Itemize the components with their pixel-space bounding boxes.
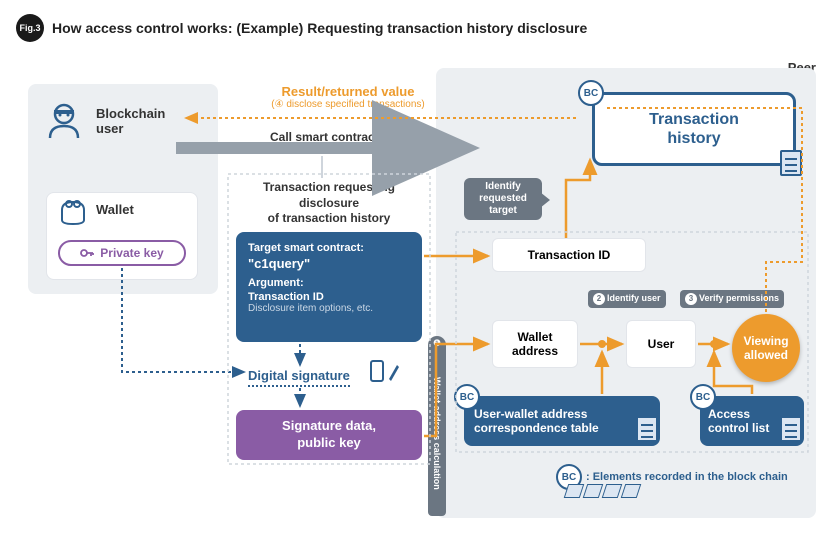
signature-data-box: Signature data, public key [236, 410, 422, 460]
figure-title: How access control works: (Example) Requ… [52, 20, 587, 36]
user-icon [44, 100, 84, 140]
bc-badge: BC [454, 384, 480, 410]
user-node-box: User [626, 320, 696, 368]
target-heading: Target smart contract: [248, 242, 410, 254]
viewing-allowed-circle: Viewing allowed [732, 314, 800, 382]
digital-signature-label: Digital signature [248, 368, 350, 387]
argument-value: Transaction ID [248, 291, 410, 303]
target-value: "c1query" [248, 256, 410, 271]
bc-badge: BC [578, 80, 604, 106]
private-key-pill: Private key [58, 240, 186, 266]
wallet-label: Wallet [96, 202, 134, 217]
transaction-history-box: Transaction history [592, 92, 796, 166]
transaction-box: Target smart contract: "c1query" Argumen… [236, 232, 422, 342]
wallet-icon [58, 196, 88, 226]
transaction-id-box: Transaction ID [492, 238, 646, 272]
document-icon [780, 150, 802, 176]
wallet-address-box: Wallet address [492, 320, 578, 368]
blockchain-cubes [566, 484, 642, 498]
document-icon [636, 416, 658, 442]
result-line2: (④ disclose specified transactions) [248, 99, 448, 110]
step1-number: ❶ [428, 336, 446, 350]
result-label: Result/returned value (④ disclose specif… [248, 84, 448, 110]
user-wallet-table-box: User-wallet address correspondence table [464, 396, 660, 446]
bc-badge: BC [690, 384, 716, 410]
step2-badge: 2Identify user [588, 290, 666, 308]
argument-detail: Disclosure item options, etc. [248, 303, 410, 314]
step3-badge: 3Verify permissions [680, 290, 784, 308]
legend-text: : Elements recorded in the block chain [586, 471, 788, 483]
document-icon [780, 416, 802, 442]
step1-label: Wallet address calculation [428, 350, 446, 516]
user-label: Blockchain user [96, 106, 165, 136]
mid-title: Transaction requesting disclosure of tra… [236, 180, 422, 227]
pen-icon [386, 360, 400, 382]
argument-heading: Argument: [248, 277, 410, 289]
call-label: Call smart contract [270, 130, 379, 144]
figure-badge: Fig.3 [16, 14, 44, 42]
result-line1: Result/returned value [248, 84, 448, 99]
identify-target-box: Identify requested target [464, 178, 542, 220]
digsig-icons [370, 360, 400, 382]
private-key-label: Private key [100, 246, 163, 260]
key-icon [80, 246, 94, 260]
phone-icon [370, 360, 384, 382]
